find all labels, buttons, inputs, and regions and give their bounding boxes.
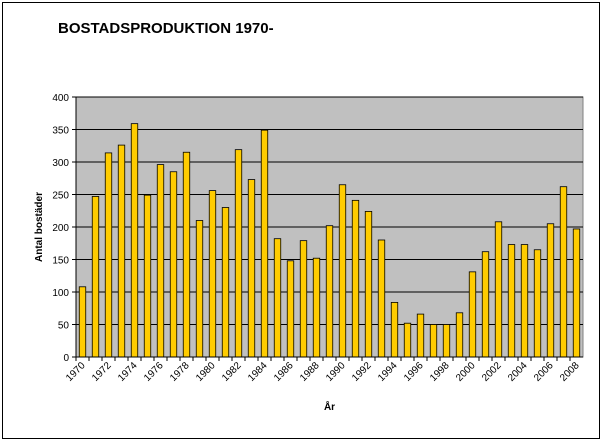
- bar-2003: [507, 244, 516, 358]
- x-tick-labels: 1970 1972 1974 1976 1978 1980 1982 1984 1986 1988…: [64, 357, 582, 384]
- bar-1995: [403, 322, 412, 358]
- x-tick-label: 1992: [350, 360, 374, 384]
- bar-1972: [104, 152, 113, 358]
- bar-1989: [325, 225, 334, 358]
- bar-1973: [117, 144, 126, 358]
- bar-2004: [520, 244, 529, 358]
- x-tick-label: 1972: [90, 360, 114, 384]
- y-tick-label: 0: [63, 353, 69, 364]
- x-axis-label: År: [324, 400, 335, 413]
- bar-2000: [468, 271, 477, 358]
- bar-1999: [455, 312, 464, 358]
- bar-1976: [156, 164, 165, 358]
- x-tick-label: 1988: [298, 360, 322, 384]
- bar-1975: [143, 194, 152, 358]
- bar-1984: [260, 129, 269, 358]
- bar-1981: [221, 207, 230, 358]
- bar-1983: [247, 179, 256, 358]
- bar-1977: [169, 171, 178, 358]
- bar-1992: [364, 210, 373, 358]
- y-tick-label: 200: [52, 223, 69, 234]
- x-tick-label: 1980: [194, 360, 218, 384]
- bars: [78, 123, 581, 358]
- bar-2006: [546, 223, 555, 358]
- x-tick-label: 2008: [558, 360, 582, 384]
- x-tick-label: 2004: [506, 360, 530, 384]
- y-tick-label: 100: [52, 288, 69, 299]
- bar-1996: [416, 313, 425, 358]
- x-tick-label: 2002: [480, 360, 504, 384]
- y-tick-label: 300: [52, 158, 69, 169]
- x-tick-label: 1974: [116, 360, 140, 384]
- y-tick-label: 350: [52, 126, 69, 137]
- x-tick-label: 1998: [428, 360, 452, 384]
- bar-1993: [377, 239, 386, 358]
- x-tick-label: 1976: [142, 360, 166, 384]
- bar-2002: [494, 221, 503, 358]
- x-tick-label: 1984: [246, 360, 270, 384]
- y-tick-label: 150: [52, 256, 69, 267]
- bar-1985: [273, 238, 282, 358]
- bar-1982: [234, 149, 243, 358]
- x-tick-label: 1978: [168, 360, 192, 384]
- y-axis-label: Antal bostäder: [34, 192, 45, 262]
- y-tick-label: 400: [52, 93, 69, 104]
- x-tick-label: 1990: [324, 360, 348, 384]
- bar-2001: [481, 251, 490, 358]
- bar-2005: [533, 249, 542, 358]
- bar-1998: [442, 324, 451, 358]
- chart-title: BOSTADSPRODUKTION 1970-: [58, 20, 274, 37]
- y-tick-labels: 0 50 100 150 200 250 300 350 400: [52, 93, 76, 364]
- bar-2007: [559, 186, 568, 358]
- bar-1978: [182, 151, 191, 358]
- y-tick-label: 250: [52, 191, 69, 202]
- x-tick-label: 1986: [272, 360, 296, 384]
- bar-1994: [390, 301, 399, 358]
- y-tick-label: 50: [58, 321, 70, 332]
- bar-1971: [91, 196, 100, 358]
- x-tick-label: 1982: [220, 360, 244, 384]
- x-tick-label: 1994: [376, 360, 400, 384]
- bar-1997: [429, 324, 438, 358]
- bar-1986: [286, 260, 295, 358]
- bar-1991: [351, 199, 360, 358]
- bar-1987: [299, 240, 308, 358]
- bar-1990: [338, 184, 347, 358]
- bar-1980: [208, 190, 217, 358]
- bar-1979: [195, 220, 204, 358]
- bar-1970: [78, 286, 87, 358]
- x-tick-label: 2000: [454, 360, 478, 384]
- x-tick-label: 2006: [532, 360, 556, 384]
- bar-1974: [130, 123, 139, 358]
- bar-2008: [572, 228, 581, 358]
- bar-1988: [312, 257, 321, 358]
- x-tick-label: 1996: [402, 360, 426, 384]
